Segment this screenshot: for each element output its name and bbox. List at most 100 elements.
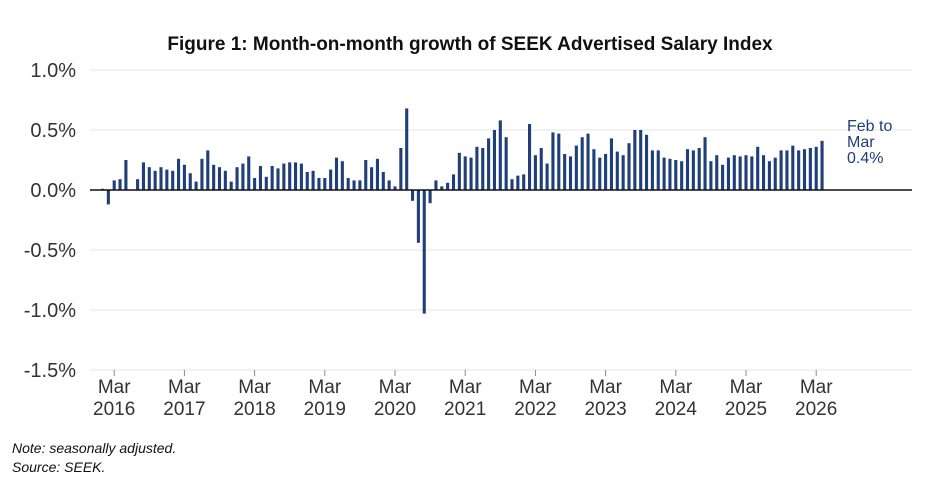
bar bbox=[645, 134, 649, 190]
bar bbox=[557, 133, 561, 190]
x-tick-month: Mar bbox=[308, 377, 341, 398]
bar bbox=[504, 137, 508, 190]
bar bbox=[721, 164, 725, 190]
bar bbox=[317, 178, 321, 190]
bar bbox=[311, 170, 315, 190]
bar bbox=[375, 158, 379, 190]
x-tick-year: 2019 bbox=[304, 399, 346, 420]
bar bbox=[773, 157, 777, 190]
bar bbox=[405, 108, 409, 190]
bar bbox=[510, 179, 514, 190]
x-tick-month: Mar bbox=[519, 377, 552, 398]
bar bbox=[352, 180, 356, 190]
bar bbox=[750, 156, 754, 190]
bar bbox=[528, 124, 532, 190]
bar bbox=[650, 150, 654, 190]
bar bbox=[428, 190, 432, 204]
x-tick-year: 2021 bbox=[444, 399, 486, 420]
bar bbox=[633, 130, 637, 190]
bar bbox=[797, 150, 801, 190]
bar bbox=[598, 157, 602, 190]
bar bbox=[282, 163, 286, 190]
bar bbox=[165, 169, 169, 190]
bar bbox=[147, 167, 151, 190]
bar bbox=[492, 130, 496, 190]
bar bbox=[112, 180, 116, 190]
bar bbox=[697, 148, 701, 190]
x-axis-tick-labels: Mar2016Mar2017Mar2018Mar2019Mar2020Mar20… bbox=[93, 370, 837, 420]
bar bbox=[586, 133, 590, 190]
y-tick-label: 0.5% bbox=[30, 120, 76, 142]
y-tick-label: -1.5% bbox=[24, 360, 76, 382]
x-tick-month: Mar bbox=[589, 377, 622, 398]
annotation-line: Feb to bbox=[847, 118, 892, 135]
bar bbox=[171, 170, 175, 190]
bar bbox=[481, 148, 485, 190]
bar bbox=[580, 137, 584, 190]
bar bbox=[767, 161, 771, 190]
bar bbox=[604, 154, 608, 190]
bar bbox=[106, 190, 110, 205]
bar bbox=[118, 179, 122, 190]
x-tick-year: 2017 bbox=[163, 399, 205, 420]
gridlines bbox=[90, 69, 912, 371]
chart-title: Figure 1: Month-on-month growth of SEEK … bbox=[167, 34, 773, 55]
bar bbox=[223, 170, 227, 190]
x-tick-month: Mar bbox=[168, 377, 201, 398]
bar bbox=[399, 148, 403, 190]
bar bbox=[299, 163, 303, 190]
bars bbox=[100, 108, 824, 314]
y-tick-label: -0.5% bbox=[24, 240, 76, 262]
x-tick-month: Mar bbox=[800, 377, 833, 398]
bar bbox=[551, 132, 555, 190]
bar bbox=[253, 178, 257, 190]
bar bbox=[621, 155, 625, 190]
x-tick-month: Mar bbox=[98, 377, 131, 398]
bar bbox=[200, 158, 204, 190]
bar bbox=[662, 157, 666, 190]
bar bbox=[709, 161, 713, 190]
bar bbox=[177, 158, 181, 190]
bar bbox=[329, 169, 333, 190]
x-tick-year: 2018 bbox=[233, 399, 275, 420]
bar bbox=[305, 172, 309, 190]
bar bbox=[393, 186, 397, 190]
bar bbox=[288, 162, 292, 190]
bar bbox=[217, 167, 222, 190]
y-tick-label: 0.0% bbox=[30, 180, 76, 202]
bar bbox=[685, 149, 690, 190]
bar bbox=[814, 146, 818, 190]
bar bbox=[457, 152, 461, 190]
source-text: Source: SEEK. bbox=[12, 459, 106, 475]
bar bbox=[574, 145, 578, 190]
bar bbox=[141, 162, 145, 190]
bar bbox=[387, 180, 391, 190]
bar bbox=[270, 166, 274, 190]
bar bbox=[294, 162, 298, 190]
bar bbox=[498, 120, 502, 190]
bar bbox=[744, 155, 748, 190]
bar bbox=[539, 148, 543, 190]
bar bbox=[212, 164, 216, 190]
bar bbox=[124, 160, 128, 190]
annotation-line: 0.4% bbox=[847, 150, 883, 167]
bar bbox=[656, 150, 660, 190]
bar bbox=[229, 181, 233, 190]
bar bbox=[241, 163, 245, 190]
x-tick-year: 2016 bbox=[93, 399, 135, 420]
bar bbox=[674, 160, 678, 190]
bar bbox=[802, 149, 807, 190]
bar bbox=[609, 138, 613, 190]
bar bbox=[785, 150, 789, 190]
bar bbox=[451, 174, 456, 190]
bar bbox=[463, 156, 467, 190]
bar bbox=[545, 163, 549, 190]
bar bbox=[738, 156, 742, 190]
annotation-line: Mar bbox=[847, 134, 875, 151]
bar bbox=[680, 161, 684, 190]
bar bbox=[715, 155, 719, 190]
x-tick-year: 2024 bbox=[655, 399, 698, 420]
bar bbox=[615, 151, 619, 190]
